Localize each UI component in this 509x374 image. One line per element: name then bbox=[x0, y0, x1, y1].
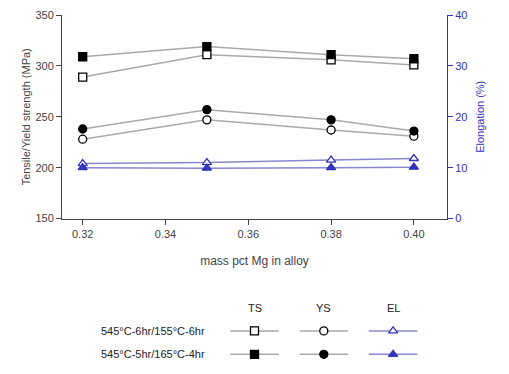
svg-text:0.34: 0.34 bbox=[155, 228, 176, 240]
svg-text:0.32: 0.32 bbox=[72, 228, 93, 240]
svg-text:YS: YS bbox=[316, 302, 331, 314]
svg-text:545°C-5hr/165°C-4hr: 545°C-5hr/165°C-4hr bbox=[101, 348, 205, 360]
svg-text:20: 20 bbox=[455, 111, 467, 123]
svg-text:TS: TS bbox=[248, 302, 262, 314]
svg-text:40: 40 bbox=[455, 9, 467, 21]
svg-text:0.40: 0.40 bbox=[403, 228, 424, 240]
svg-text:10: 10 bbox=[455, 162, 467, 174]
svg-text:Tensile/Yield strength (MPa): Tensile/Yield strength (MPa) bbox=[20, 48, 32, 185]
svg-text:300: 300 bbox=[35, 60, 53, 72]
svg-text:250: 250 bbox=[35, 111, 53, 123]
svg-text:545°C-6hr/155°C-6hr: 545°C-6hr/155°C-6hr bbox=[101, 325, 205, 337]
svg-text:200: 200 bbox=[35, 162, 53, 174]
svg-text:30: 30 bbox=[455, 60, 467, 72]
svg-text:Elongation (%): Elongation (%) bbox=[475, 81, 487, 153]
svg-text:EL: EL bbox=[387, 302, 400, 314]
svg-text:350: 350 bbox=[35, 9, 53, 21]
svg-text:0: 0 bbox=[455, 212, 461, 224]
svg-text:150: 150 bbox=[35, 212, 53, 224]
svg-text:0.36: 0.36 bbox=[238, 228, 259, 240]
svg-text:mass pct Mg in alloy: mass pct Mg in alloy bbox=[200, 254, 309, 268]
svg-text:0.38: 0.38 bbox=[320, 228, 341, 240]
